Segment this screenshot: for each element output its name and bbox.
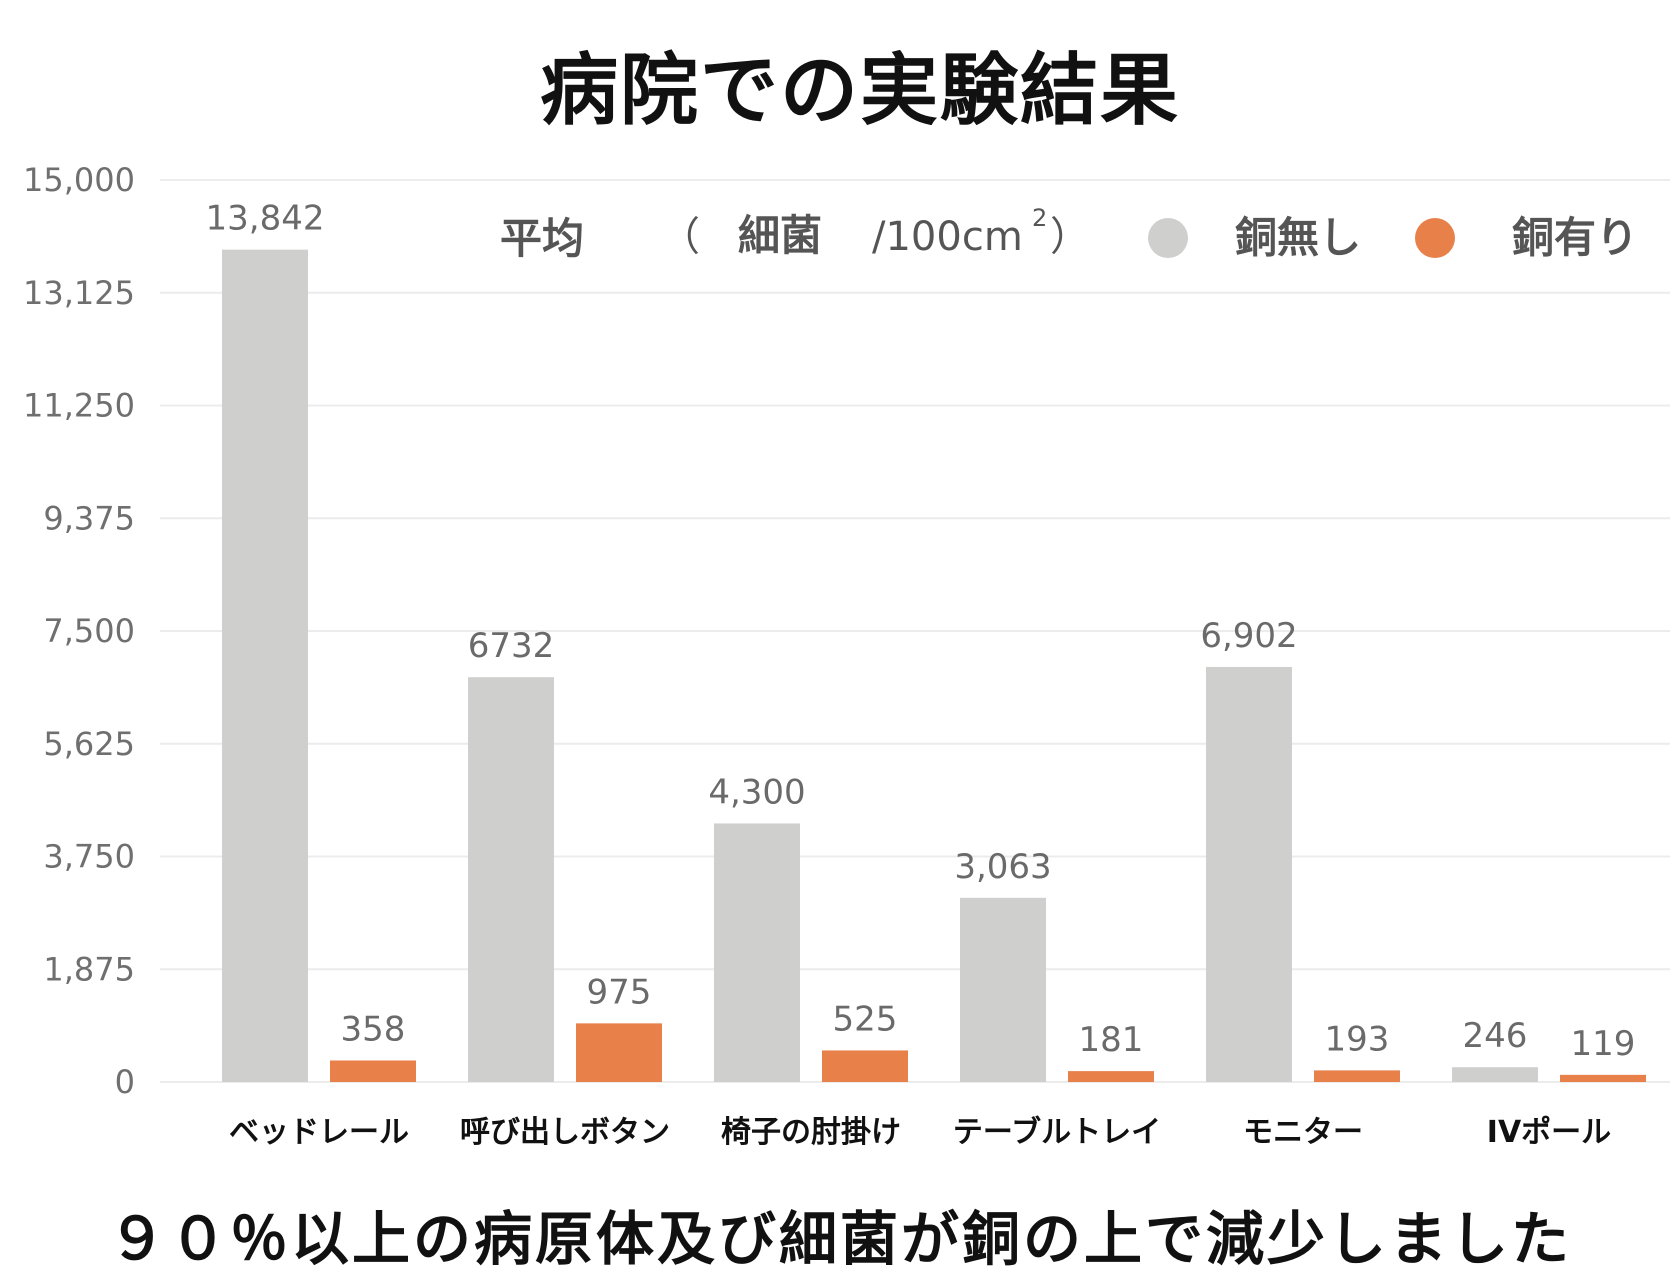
- legend-swatch-with-copper: [1415, 218, 1455, 258]
- legend: 平均 （ 細菌 /100cm 2 ） 銅無し 銅有り: [500, 204, 1638, 263]
- data-label-no-copper: 13,842: [206, 199, 325, 239]
- legend-heading: 平均: [500, 214, 584, 263]
- data-label-with-copper: 525: [833, 999, 898, 1039]
- y-axis-ticks: 0 1,875 3,750 5,625 7,500 9,375 11,250 13,125 15…: [23, 161, 135, 1101]
- data-labels: 13,842 358 6732 975 4,300 525 3,063 181 6,902 193…: [206, 199, 1636, 1064]
- data-label-with-copper: 119: [1571, 1024, 1636, 1064]
- chart-title: 病院での実験結果: [539, 46, 1180, 136]
- y-tick-label: 13,125: [23, 274, 135, 312]
- data-label-with-copper: 358: [341, 1009, 406, 1049]
- bar-no-copper: [714, 823, 800, 1082]
- bar-no-copper: [468, 677, 554, 1082]
- category-labels: ベッドレール 呼び出しボタン 椅子の肘掛け テーブルトレイ モニター IVポール: [229, 1115, 1611, 1150]
- y-tick-label: 5,625: [43, 725, 135, 763]
- y-tick-label: 0: [115, 1063, 135, 1101]
- legend-label-with-copper: 銅有り: [1512, 213, 1638, 262]
- y-tick-label: 11,250: [23, 387, 135, 425]
- bar-with-copper: [1314, 1070, 1400, 1082]
- data-label-no-copper: 4,300: [708, 772, 805, 812]
- legend-unit-sup: 2: [1032, 204, 1047, 232]
- y-tick-label: 1,875: [43, 950, 135, 988]
- bar-no-copper: [1452, 1067, 1538, 1082]
- legend-unit-rest: /100cm: [872, 214, 1023, 260]
- bar-with-copper: [1068, 1071, 1154, 1082]
- y-tick-label: 9,375: [43, 499, 135, 537]
- legend-label-no-copper: 銅無し: [1235, 213, 1361, 262]
- x-category-label: ベッドレール: [229, 1115, 409, 1150]
- x-category-label: モニター: [1243, 1115, 1363, 1150]
- bar-no-copper: [222, 249, 308, 1082]
- legend-swatch-no-copper: [1148, 218, 1188, 258]
- y-tick-label: 7,500: [43, 612, 135, 650]
- bar-no-copper: [960, 897, 1046, 1082]
- bar-no-copper: [1206, 666, 1292, 1082]
- data-label-with-copper: 975: [587, 972, 652, 1012]
- y-tick-label: 3,750: [43, 838, 135, 876]
- data-label-with-copper: 181: [1079, 1020, 1144, 1060]
- legend-unit-word: 細菌: [738, 211, 822, 260]
- chart-footer-caption: ９０％以上の病原体及び細菌が銅の上で減少しました: [107, 1205, 1572, 1273]
- bar-with-copper: [576, 1023, 662, 1082]
- x-category-label: IVポール: [1487, 1115, 1611, 1150]
- bar-with-copper: [1560, 1074, 1646, 1082]
- x-category-label: 椅子の肘掛け: [721, 1115, 901, 1150]
- y-tick-label: 15,000: [23, 161, 135, 199]
- data-label-no-copper: 6732: [468, 626, 555, 666]
- data-label-no-copper: 6,902: [1200, 616, 1297, 656]
- bar-with-copper: [330, 1060, 416, 1082]
- legend-paren-close: ）: [1050, 214, 1090, 260]
- x-category-label: 呼び出しボタン: [460, 1115, 670, 1150]
- data-label-no-copper: 246: [1463, 1016, 1528, 1056]
- bar-with-copper: [822, 1050, 908, 1082]
- x-category-label: テーブルトレイ: [953, 1115, 1161, 1150]
- legend-paren-open: （: [660, 214, 700, 260]
- bars: [222, 249, 1646, 1082]
- grid-lines: [160, 179, 1670, 1083]
- data-label-with-copper: 193: [1325, 1019, 1390, 1059]
- data-label-no-copper: 3,063: [954, 847, 1051, 887]
